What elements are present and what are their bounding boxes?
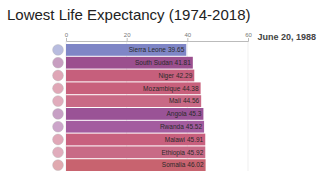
- grid-line: [248, 41, 249, 171]
- value-label: 39.65: [168, 46, 185, 53]
- bar-label: Mali44.56: [169, 97, 200, 104]
- bar-label: Mozambique44.38: [143, 85, 199, 93]
- value-label: 45.52: [186, 123, 203, 130]
- bar-label: Niger42.29: [158, 72, 192, 80]
- bar: [66, 134, 205, 146]
- flag-icon: [53, 160, 64, 171]
- tick-label: 20: [124, 32, 131, 38]
- value-label: 41.81: [175, 59, 192, 66]
- flags: [53, 45, 64, 171]
- bar: [66, 95, 201, 107]
- value-label: 44.38: [182, 85, 199, 92]
- value-label: 42.29: [176, 72, 193, 79]
- bar: [66, 146, 205, 158]
- category-label: Malawi: [165, 136, 185, 143]
- flag-icon: [53, 83, 64, 94]
- category-label: Sierra Leone: [129, 46, 167, 53]
- bar: [66, 108, 203, 120]
- value-label: 45.91: [187, 136, 204, 143]
- category-label: Niger: [158, 72, 174, 80]
- value-label: 45.3: [189, 110, 202, 117]
- bar: [66, 44, 186, 56]
- tick: 0: [65, 32, 69, 41]
- bars: [66, 44, 206, 171]
- category-label: Somalia: [162, 161, 186, 168]
- tick: 60: [245, 32, 252, 41]
- value-label: 44.56: [183, 97, 200, 104]
- tick-mark: [127, 38, 128, 41]
- category-label: Mozambique: [143, 85, 181, 93]
- tick-mark: [66, 38, 67, 41]
- category-label: Angola: [167, 110, 188, 118]
- bar: [66, 70, 194, 82]
- tick-mark: [248, 38, 249, 41]
- flag-icon: [53, 96, 64, 107]
- flag-icon: [53, 70, 64, 81]
- flag-icon: [53, 45, 64, 56]
- tick-label: 60: [245, 32, 252, 38]
- flag-icon: [53, 121, 64, 132]
- bar: [66, 57, 193, 69]
- x-axis: 0 20 40 60: [65, 32, 253, 42]
- date: June 20, 1988: [257, 32, 316, 42]
- grid: [66, 41, 248, 171]
- bar-label: Ethiopia45.92: [162, 149, 204, 157]
- bar: [66, 121, 204, 133]
- tick-mark: [187, 38, 188, 41]
- chart: Lowest Life Expectancy (1974-2018) June 2…: [0, 0, 320, 180]
- bar-label: South Sudan41.81: [135, 59, 191, 66]
- tick: 20: [124, 32, 131, 41]
- bar-label: Rwanda45.52: [160, 123, 203, 130]
- bar-label: Angola45.3: [167, 110, 202, 118]
- category-label: South Sudan: [135, 59, 173, 66]
- bar-label: Somalia46.02: [162, 161, 204, 168]
- tick: 40: [184, 32, 191, 41]
- flag-icon: [53, 109, 64, 120]
- bar-label: Malawi45.91: [165, 136, 204, 143]
- category-label: Mali: [169, 97, 181, 104]
- flag-icon: [53, 147, 64, 158]
- bar-label: Sierra Leone39.65: [129, 46, 185, 53]
- value-label: 45.92: [187, 149, 204, 156]
- flag-icon: [53, 134, 64, 145]
- bar: [66, 82, 201, 94]
- title: Lowest Life Expectancy (1974-2018): [7, 6, 250, 23]
- axis-line: [67, 38, 249, 42]
- tick-label: 40: [184, 32, 191, 38]
- category-label: Rwanda: [160, 123, 184, 130]
- bar-labels: Sierra Leone39.65South Sudan41.81Niger42…: [129, 46, 204, 168]
- flag-icon: [53, 57, 64, 68]
- tick-label: 0: [65, 32, 69, 38]
- value-label: 46.02: [187, 161, 204, 168]
- bar: [66, 159, 206, 171]
- category-label: Ethiopia: [162, 149, 186, 157]
